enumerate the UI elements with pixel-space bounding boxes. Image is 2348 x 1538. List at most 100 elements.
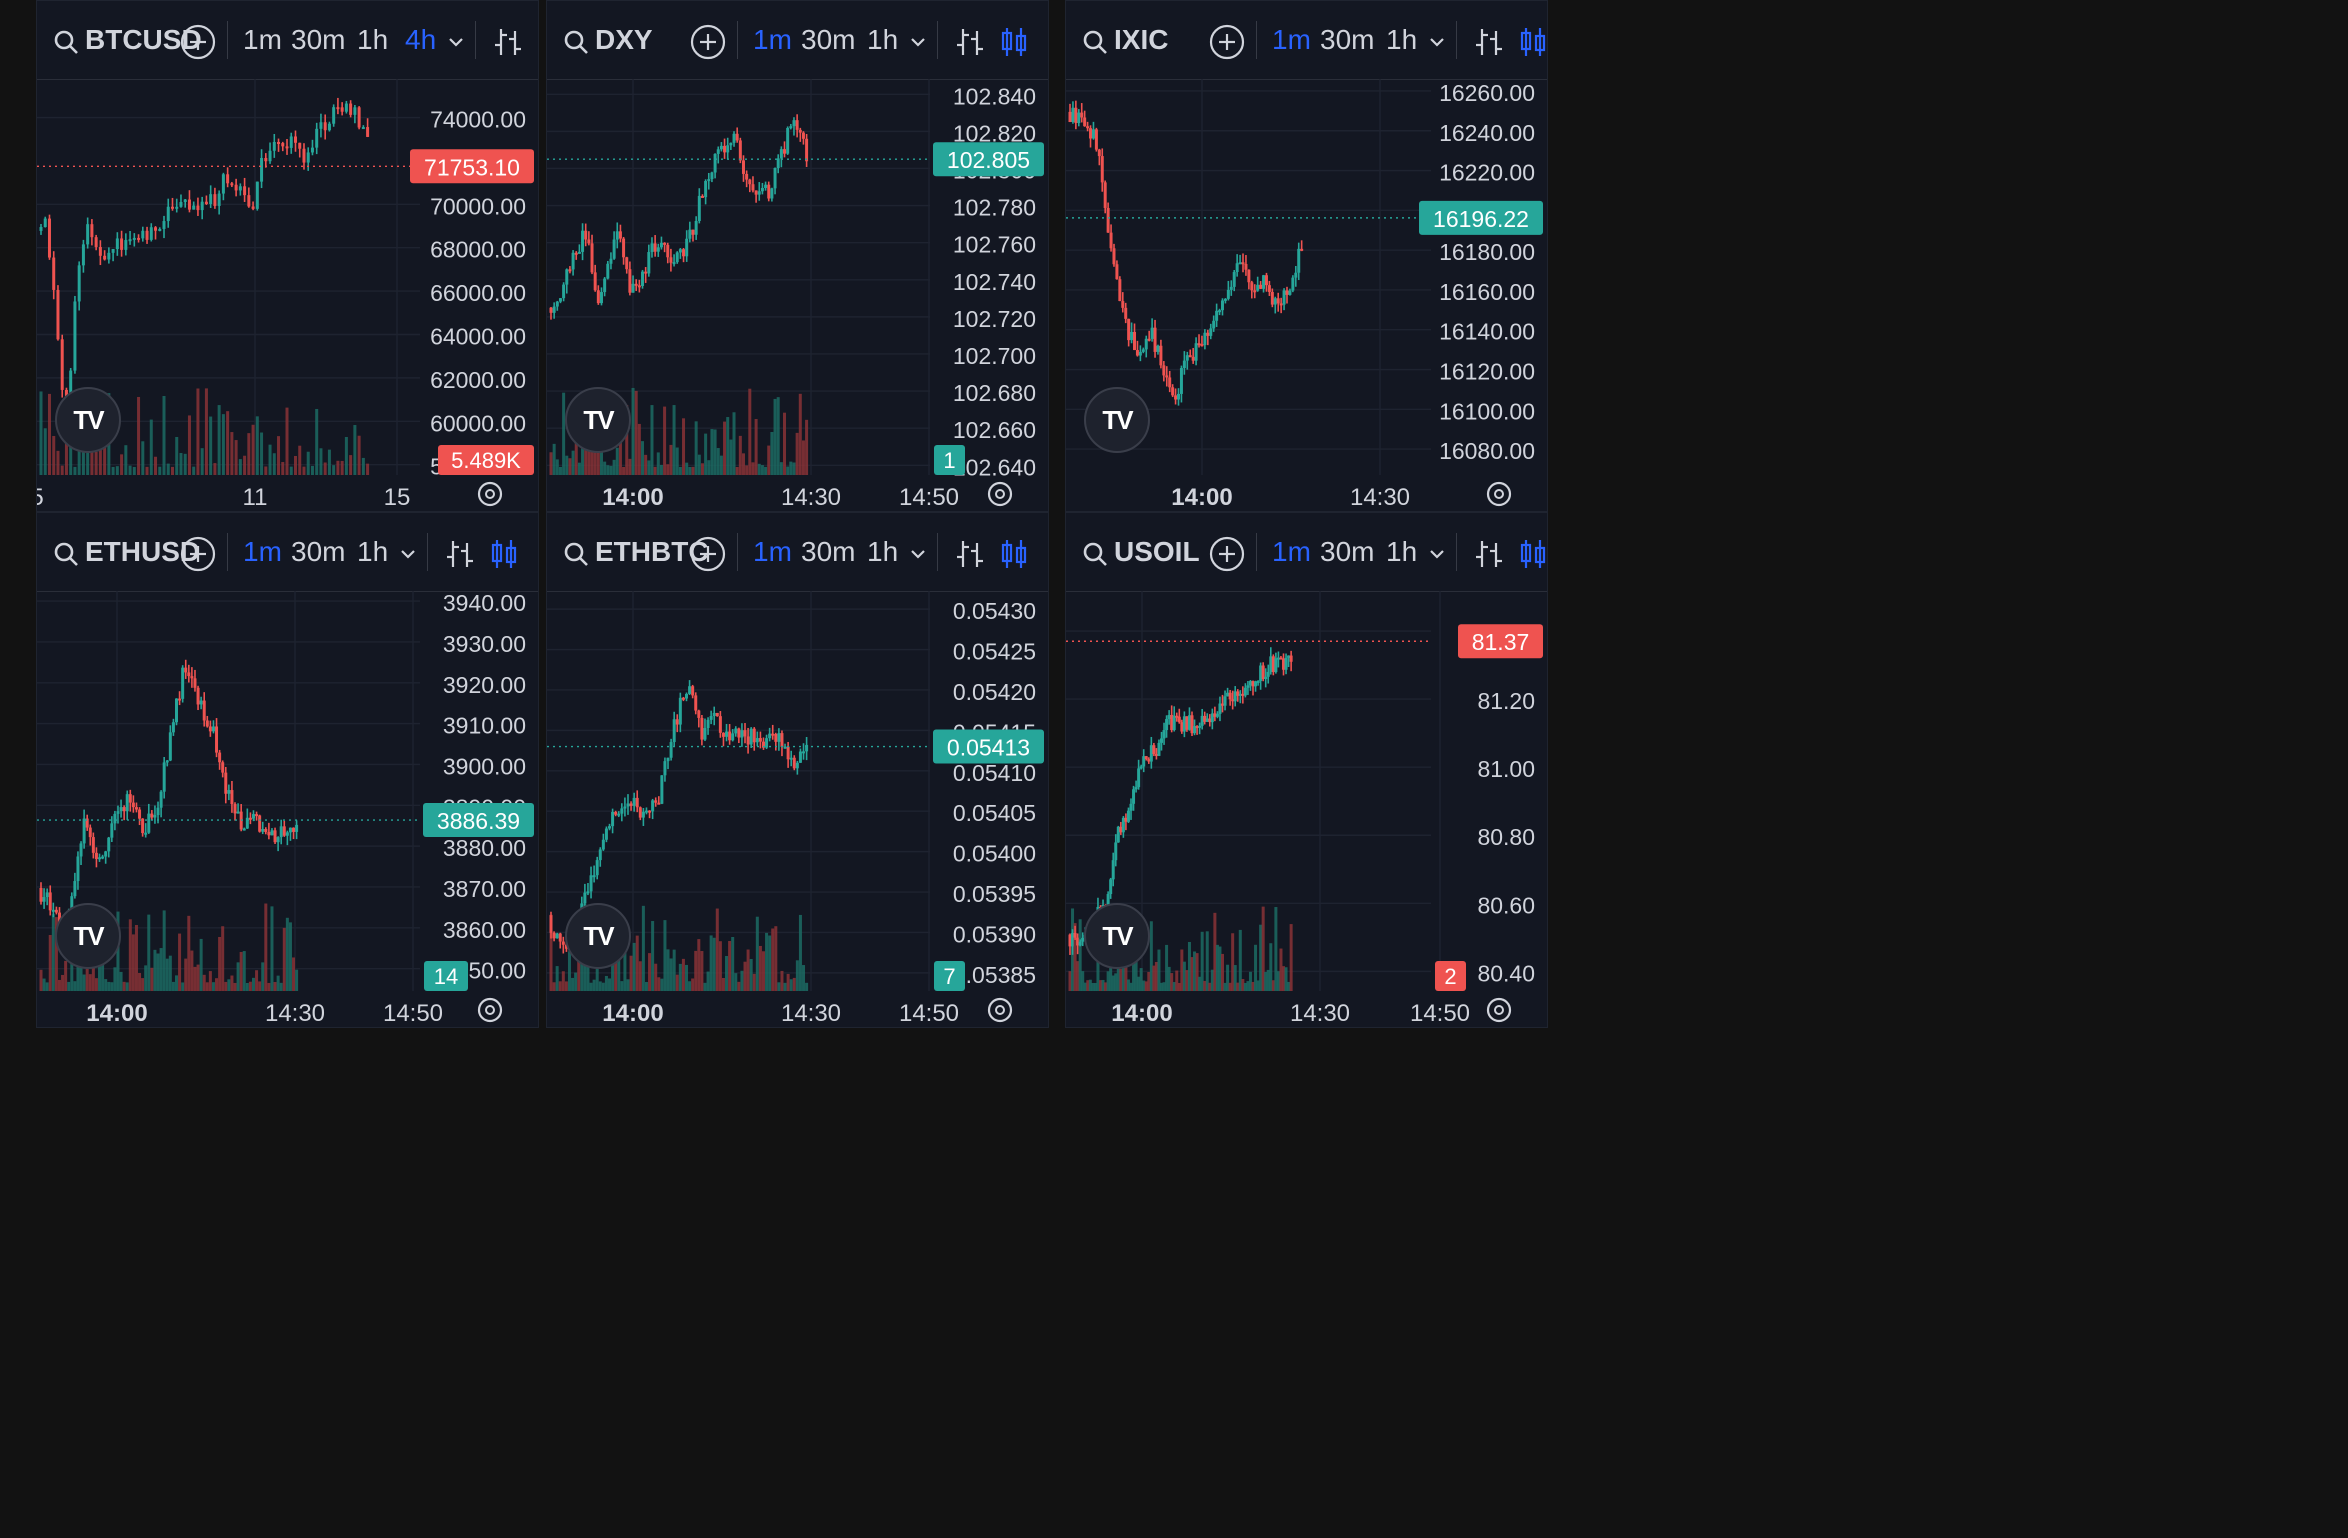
price-chart[interactable]: 0.054300.054250.054200.054150.054100.054… bbox=[547, 513, 1049, 1028]
settings-gear-icon[interactable] bbox=[1486, 997, 1512, 1023]
timeframe-1h[interactable]: 1h bbox=[867, 24, 899, 55]
candle-body[interactable] bbox=[622, 238, 626, 258]
candle-body[interactable] bbox=[1139, 766, 1143, 769]
candle-body[interactable] bbox=[672, 262, 676, 265]
candle-body[interactable] bbox=[1228, 692, 1232, 700]
candle-body[interactable] bbox=[52, 257, 56, 290]
candle-body[interactable] bbox=[1247, 269, 1251, 283]
candle-body[interactable] bbox=[1248, 681, 1252, 686]
candle-body[interactable] bbox=[1218, 703, 1222, 714]
candle-body[interactable] bbox=[1282, 290, 1286, 305]
bars-style-button[interactable] bbox=[1472, 1, 1506, 79]
candle-body[interactable] bbox=[703, 728, 707, 740]
candle-body[interactable] bbox=[700, 717, 704, 740]
candle-body[interactable] bbox=[310, 147, 314, 153]
candle-body[interactable] bbox=[1130, 331, 1134, 341]
candle-body[interactable] bbox=[1266, 671, 1270, 677]
candle-body[interactable] bbox=[1197, 343, 1201, 346]
candle-body[interactable] bbox=[1285, 290, 1289, 295]
candle-body[interactable] bbox=[786, 746, 790, 760]
bars-style-button[interactable] bbox=[1472, 513, 1506, 591]
candles-style-button[interactable] bbox=[1516, 1, 1547, 79]
candle-body[interactable] bbox=[174, 698, 178, 723]
candle-body[interactable] bbox=[565, 269, 569, 285]
candle-body[interactable] bbox=[641, 811, 645, 818]
candle-body[interactable] bbox=[192, 205, 196, 210]
symbol-search-button[interactable]: DXY bbox=[563, 1, 653, 79]
candle-body[interactable] bbox=[789, 126, 793, 129]
candle-body[interactable] bbox=[1287, 655, 1291, 658]
candle-body[interactable] bbox=[584, 230, 588, 240]
candle-body[interactable] bbox=[704, 181, 708, 198]
candle-body[interactable] bbox=[561, 941, 565, 945]
candle-body[interactable] bbox=[1250, 282, 1254, 291]
candle-body[interactable] bbox=[764, 184, 768, 188]
candle-body[interactable] bbox=[746, 736, 750, 745]
candle-body[interactable] bbox=[552, 932, 556, 939]
candle-body[interactable] bbox=[332, 107, 336, 124]
candle-body[interactable] bbox=[1223, 696, 1227, 706]
candle-body[interactable] bbox=[349, 103, 353, 115]
candle-body[interactable] bbox=[1206, 332, 1210, 336]
candle-body[interactable] bbox=[211, 726, 215, 732]
candle-body[interactable] bbox=[1276, 298, 1280, 304]
candle-body[interactable] bbox=[577, 251, 581, 254]
candle-body[interactable] bbox=[226, 174, 230, 184]
compare-symbol-button[interactable] bbox=[689, 513, 727, 591]
candle-body[interactable] bbox=[629, 803, 633, 806]
candle-body[interactable] bbox=[39, 888, 43, 902]
timeframe-1m[interactable]: 1m bbox=[243, 536, 282, 567]
candle-body[interactable] bbox=[581, 230, 585, 252]
candle-body[interactable] bbox=[70, 896, 74, 914]
candle-body[interactable] bbox=[242, 828, 246, 831]
timeframe-dropdown-button[interactable] bbox=[1428, 513, 1446, 591]
candle-body[interactable] bbox=[712, 712, 716, 717]
candle-body[interactable] bbox=[637, 285, 641, 288]
candle-body[interactable] bbox=[1226, 289, 1230, 299]
bars-style-button[interactable] bbox=[953, 1, 987, 79]
candle-body[interactable] bbox=[669, 257, 673, 263]
candle-body[interactable] bbox=[638, 807, 642, 818]
candle-body[interactable] bbox=[770, 188, 774, 199]
candle-body[interactable] bbox=[1182, 716, 1186, 732]
candle-body[interactable] bbox=[735, 133, 739, 141]
candle-body[interactable] bbox=[1115, 264, 1119, 280]
candle-body[interactable] bbox=[1215, 310, 1219, 321]
candle-body[interactable] bbox=[258, 815, 262, 832]
candle-body[interactable] bbox=[726, 145, 730, 153]
candle-body[interactable] bbox=[1177, 716, 1181, 723]
timeframe-30m[interactable]: 30m bbox=[1320, 24, 1375, 55]
timeframe-4h[interactable]: 4h bbox=[405, 24, 437, 55]
candle-body[interactable] bbox=[672, 719, 676, 743]
candle-body[interactable] bbox=[116, 811, 120, 814]
candle-body[interactable] bbox=[1273, 298, 1277, 305]
candle-body[interactable] bbox=[1144, 338, 1148, 350]
candle-body[interactable] bbox=[171, 722, 175, 733]
candle-body[interactable] bbox=[1191, 356, 1195, 361]
candle-body[interactable] bbox=[682, 249, 686, 257]
candle-body[interactable] bbox=[162, 762, 166, 792]
candle-body[interactable] bbox=[1162, 365, 1166, 376]
candle-body[interactable] bbox=[221, 174, 225, 194]
candle-body[interactable] bbox=[789, 757, 793, 760]
candle-body[interactable] bbox=[1142, 756, 1146, 767]
candle-body[interactable] bbox=[302, 148, 306, 163]
candle-body[interactable] bbox=[1267, 285, 1271, 292]
candle-body[interactable] bbox=[357, 107, 361, 128]
candle-body[interactable] bbox=[659, 242, 663, 248]
candle-body[interactable] bbox=[138, 809, 142, 819]
candle-body[interactable] bbox=[620, 808, 624, 814]
candle-body[interactable] bbox=[657, 802, 661, 805]
timeframe-dropdown-button[interactable] bbox=[399, 513, 417, 591]
candle-body[interactable] bbox=[56, 289, 60, 340]
candle-body[interactable] bbox=[260, 157, 264, 182]
candle-body[interactable] bbox=[1256, 680, 1260, 683]
candle-body[interactable] bbox=[1152, 745, 1156, 754]
candle-body[interactable] bbox=[104, 851, 108, 857]
candle-body[interactable] bbox=[115, 238, 119, 250]
candle-body[interactable] bbox=[628, 269, 632, 293]
candle-body[interactable] bbox=[79, 843, 83, 857]
candle-body[interactable] bbox=[234, 184, 238, 191]
candle-body[interactable] bbox=[728, 731, 732, 741]
candle-body[interactable] bbox=[1251, 681, 1255, 687]
